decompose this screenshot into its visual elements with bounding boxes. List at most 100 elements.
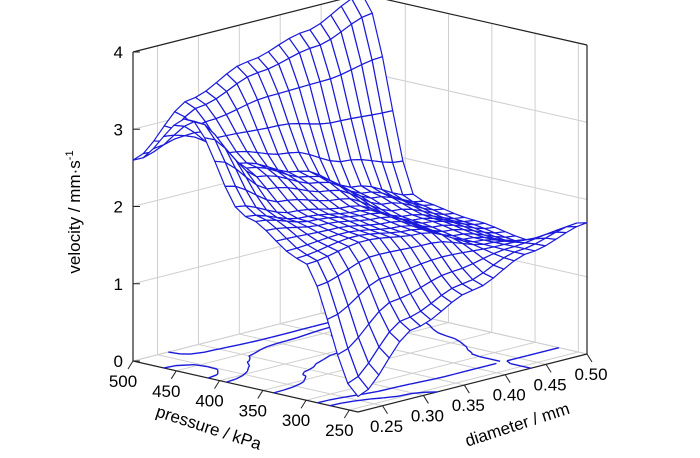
contour-line bbox=[411, 391, 426, 395]
contour-line bbox=[304, 331, 315, 336]
contour-line bbox=[307, 366, 315, 372]
contour-line bbox=[163, 364, 176, 369]
contour-line bbox=[339, 395, 353, 399]
surface-cell bbox=[347, 375, 370, 398]
contour-line bbox=[315, 362, 319, 365]
contour-line bbox=[276, 340, 287, 345]
contour-line bbox=[168, 351, 181, 355]
contour-line bbox=[226, 378, 235, 383]
contour-line bbox=[517, 354, 528, 359]
y-tick-mark bbox=[257, 390, 264, 399]
contour-line bbox=[299, 380, 305, 385]
contour-line bbox=[433, 375, 445, 380]
y-tick-label: 300 bbox=[282, 411, 310, 430]
contour-line bbox=[471, 353, 480, 358]
contour-line bbox=[190, 351, 205, 355]
contour-line bbox=[313, 328, 324, 333]
y-tick-mark bbox=[170, 370, 177, 380]
z-tick-label: 0 bbox=[114, 352, 123, 371]
contour-line bbox=[510, 362, 521, 367]
grid-line bbox=[219, 322, 449, 382]
contour-line bbox=[292, 383, 301, 388]
contour-line bbox=[323, 355, 331, 360]
x-tick-mark bbox=[504, 374, 511, 383]
contour-line bbox=[247, 365, 251, 368]
grid-line bbox=[198, 343, 424, 396]
contour-line bbox=[303, 375, 307, 381]
z-tick-label: 1 bbox=[114, 275, 123, 294]
contour-line bbox=[267, 342, 277, 348]
contour-line bbox=[421, 378, 434, 383]
contour-line bbox=[527, 352, 539, 357]
contour-line bbox=[291, 328, 303, 333]
x-tick-mark bbox=[382, 405, 388, 415]
axis-edge bbox=[132, 360, 359, 413]
contour-line bbox=[410, 380, 423, 385]
contour-line bbox=[353, 398, 369, 402]
contour-line bbox=[295, 334, 306, 339]
x-tick-label: 0.25 bbox=[370, 417, 403, 436]
contour-line bbox=[370, 397, 384, 400]
contour-line bbox=[216, 368, 219, 371]
contour-line bbox=[241, 371, 248, 377]
x-tick-label: 0.35 bbox=[452, 396, 485, 415]
y-tick-label: 250 bbox=[325, 421, 353, 440]
contour-line bbox=[445, 335, 455, 340]
contour-line bbox=[246, 361, 251, 367]
contour-line bbox=[520, 365, 531, 369]
contour-line bbox=[485, 362, 497, 367]
x-tick-mark bbox=[423, 395, 429, 404]
contour-line bbox=[432, 328, 439, 334]
contour-line bbox=[246, 360, 250, 363]
axis-edge bbox=[385, 0, 588, 46]
y-tick-label: 450 bbox=[152, 382, 180, 401]
contour-line bbox=[302, 371, 306, 375]
contour-line bbox=[238, 341, 250, 346]
contour-line bbox=[253, 349, 261, 355]
contour-line bbox=[470, 352, 473, 355]
contour-line bbox=[226, 344, 239, 348]
contour-line bbox=[328, 397, 341, 401]
contour-line bbox=[248, 352, 255, 357]
contour-line bbox=[455, 338, 461, 343]
contour-line bbox=[444, 373, 455, 378]
contour-line bbox=[399, 383, 411, 388]
contour-line bbox=[329, 402, 342, 407]
contour-line bbox=[506, 357, 518, 362]
contour-line bbox=[465, 368, 476, 373]
contour-line bbox=[467, 349, 473, 354]
grid-line bbox=[305, 341, 536, 401]
contour-line bbox=[283, 386, 293, 391]
contour-line bbox=[317, 358, 325, 364]
grid-line bbox=[132, 302, 363, 362]
contour-line bbox=[312, 323, 323, 328]
contour-line bbox=[204, 349, 216, 353]
x-tick-label: 0.30 bbox=[411, 406, 444, 425]
contour-line bbox=[219, 346, 228, 350]
z-tick-label: 3 bbox=[114, 120, 123, 139]
contour-line bbox=[207, 365, 218, 370]
contour-line bbox=[301, 326, 313, 331]
contour-line bbox=[249, 339, 261, 344]
contour-line bbox=[273, 389, 284, 394]
contour-line bbox=[428, 324, 434, 330]
z-axis-label-text: velocity / mm·s bbox=[65, 160, 84, 273]
contour-line bbox=[464, 345, 467, 348]
contour-line bbox=[259, 346, 267, 351]
axis-edge bbox=[132, 0, 341, 53]
x-tick-mark bbox=[463, 384, 470, 394]
contour-line bbox=[304, 369, 308, 373]
axis-edge bbox=[357, 353, 588, 413]
x-tick-label: 0.40 bbox=[493, 386, 526, 405]
contour-line bbox=[303, 379, 306, 382]
contour-line bbox=[365, 390, 378, 395]
x-tick-mark bbox=[545, 364, 552, 373]
y-tick-label: 350 bbox=[239, 401, 267, 420]
y-tick-mark bbox=[343, 409, 350, 419]
contour-line bbox=[313, 363, 317, 368]
contour-line bbox=[454, 370, 466, 375]
contour-line bbox=[235, 375, 243, 380]
contour-line bbox=[329, 354, 333, 357]
y-tick-label: 400 bbox=[195, 392, 223, 411]
